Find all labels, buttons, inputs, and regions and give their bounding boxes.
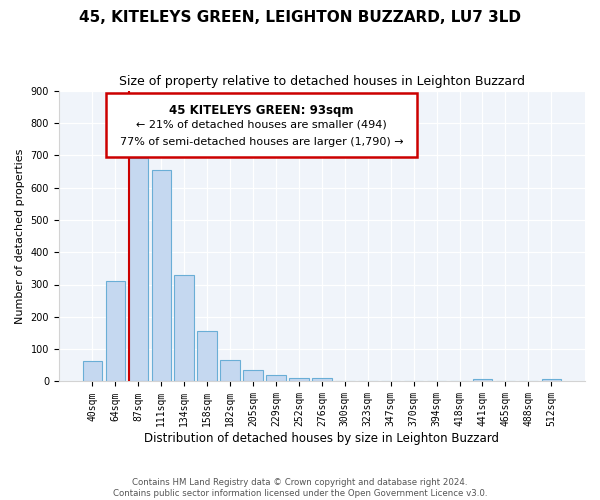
Bar (175, 275, 194, 382)
Bar (312, 378, 332, 382)
Text: Contains HM Land Registry data © Crown copyright and database right 2024.
Contai: Contains HM Land Registry data © Crown c… (113, 478, 487, 498)
Y-axis label: Number of detached properties: Number of detached properties (15, 148, 25, 324)
FancyBboxPatch shape (106, 94, 416, 158)
Bar (197, 332, 217, 382)
Bar (152, 170, 171, 382)
Bar (542, 379, 561, 382)
Title: Size of property relative to detached houses in Leighton Buzzard: Size of property relative to detached ho… (119, 75, 525, 88)
Bar (473, 379, 492, 382)
Bar (266, 375, 286, 382)
Text: 45 KITELEYS GREEN: 93sqm: 45 KITELEYS GREEN: 93sqm (169, 104, 353, 117)
Text: 77% of semi-detached houses are larger (1,790) →: 77% of semi-detached houses are larger (… (119, 136, 403, 146)
Text: 45, KITELEYS GREEN, LEIGHTON BUZZARD, LU7 3LD: 45, KITELEYS GREEN, LEIGHTON BUZZARD, LU… (79, 10, 521, 25)
Bar (128, 158, 148, 382)
Bar (289, 378, 308, 382)
X-axis label: Distribution of detached houses by size in Leighton Buzzard: Distribution of detached houses by size … (145, 432, 499, 445)
Text: ← 21% of detached houses are smaller (494): ← 21% of detached houses are smaller (49… (136, 119, 387, 129)
Bar (220, 360, 240, 382)
Bar (106, 282, 125, 382)
Bar (244, 370, 263, 382)
Bar (83, 361, 102, 382)
